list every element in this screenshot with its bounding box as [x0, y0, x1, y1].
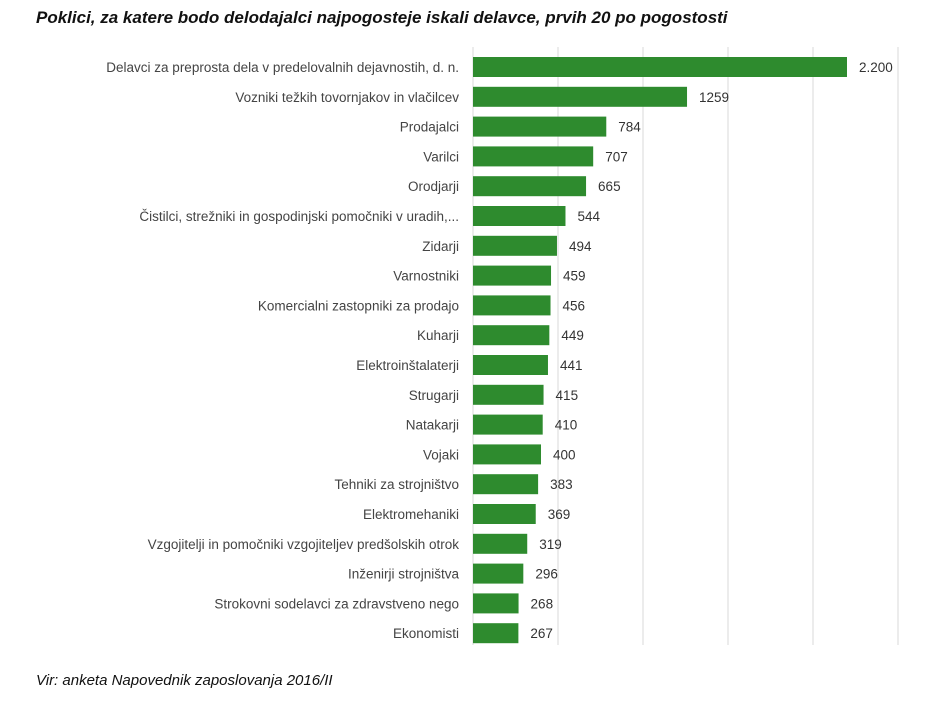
category-label: Inženirji strojništva [348, 567, 460, 582]
bar [473, 474, 539, 495]
bar [473, 444, 541, 465]
data-label: 319 [539, 537, 562, 552]
bar [473, 235, 557, 256]
category-label: Varilci [423, 149, 459, 164]
data-label: 415 [556, 388, 579, 403]
data-label: 544 [577, 209, 600, 224]
data-label: 400 [553, 447, 576, 462]
data-label: 456 [563, 298, 586, 313]
category-label: Vozniki težkih tovornjakov in vlačilcev [235, 90, 459, 105]
data-label: 1259 [699, 90, 729, 105]
bar [473, 623, 519, 644]
data-label: 665 [598, 179, 621, 194]
data-label: 410 [555, 418, 578, 433]
data-label: 459 [563, 269, 586, 284]
category-label: Strugarji [409, 388, 459, 403]
bar [473, 414, 543, 435]
data-label: 2.200 [859, 60, 893, 75]
data-label: 494 [569, 239, 592, 254]
category-label: Ekonomisti [393, 626, 459, 641]
category-label: Orodjarji [408, 179, 459, 194]
category-label: Strokovni sodelavci za zdravstveno nego [214, 596, 459, 611]
bar [473, 295, 551, 316]
bar [473, 325, 550, 346]
category-label: Delavci za preprosta dela v predelovalni… [106, 60, 459, 75]
category-label: Elektroinštalaterji [356, 358, 459, 373]
category-label: Komercialni zastopniki za prodajo [258, 298, 459, 313]
bar [473, 86, 688, 107]
bar [473, 593, 519, 614]
bar [473, 533, 528, 554]
data-label: 296 [535, 567, 558, 582]
data-label: 784 [618, 120, 641, 135]
bar [473, 176, 587, 197]
category-label: Varnostniki [393, 269, 459, 284]
category-label: Elektromehaniki [363, 507, 459, 522]
bar [473, 57, 847, 77]
bar [473, 146, 594, 167]
bar [473, 116, 607, 137]
category-label: Čistilci, strežniki in gospodinjski pomo… [139, 209, 459, 224]
category-label: Vzgojitelji in pomočniki vzgojiteljev pr… [148, 537, 460, 552]
bar [473, 355, 548, 375]
data-label: 268 [531, 596, 554, 611]
data-label: 369 [548, 507, 571, 522]
data-label: 449 [561, 328, 584, 343]
category-label: Prodajalci [400, 120, 459, 135]
bar [473, 563, 524, 584]
category-label: Tehniki za strojništvo [334, 477, 459, 492]
bar [473, 206, 566, 226]
data-label: 441 [560, 358, 583, 373]
bar [473, 265, 552, 286]
data-label: 267 [530, 626, 553, 641]
bar [473, 384, 544, 405]
data-label: 383 [550, 477, 573, 492]
chart-title: Poklici, za katere bodo delodajalci najp… [36, 8, 728, 27]
chart-source: Vir: anketa Napovednik zaposlovanja 2016… [36, 672, 333, 689]
category-label: Natakarji [406, 418, 459, 433]
category-label: Vojaki [423, 447, 459, 462]
data-label: 707 [605, 149, 628, 164]
category-label: Kuharji [417, 328, 459, 343]
category-label: Zidarji [422, 239, 459, 254]
bar [473, 504, 536, 524]
